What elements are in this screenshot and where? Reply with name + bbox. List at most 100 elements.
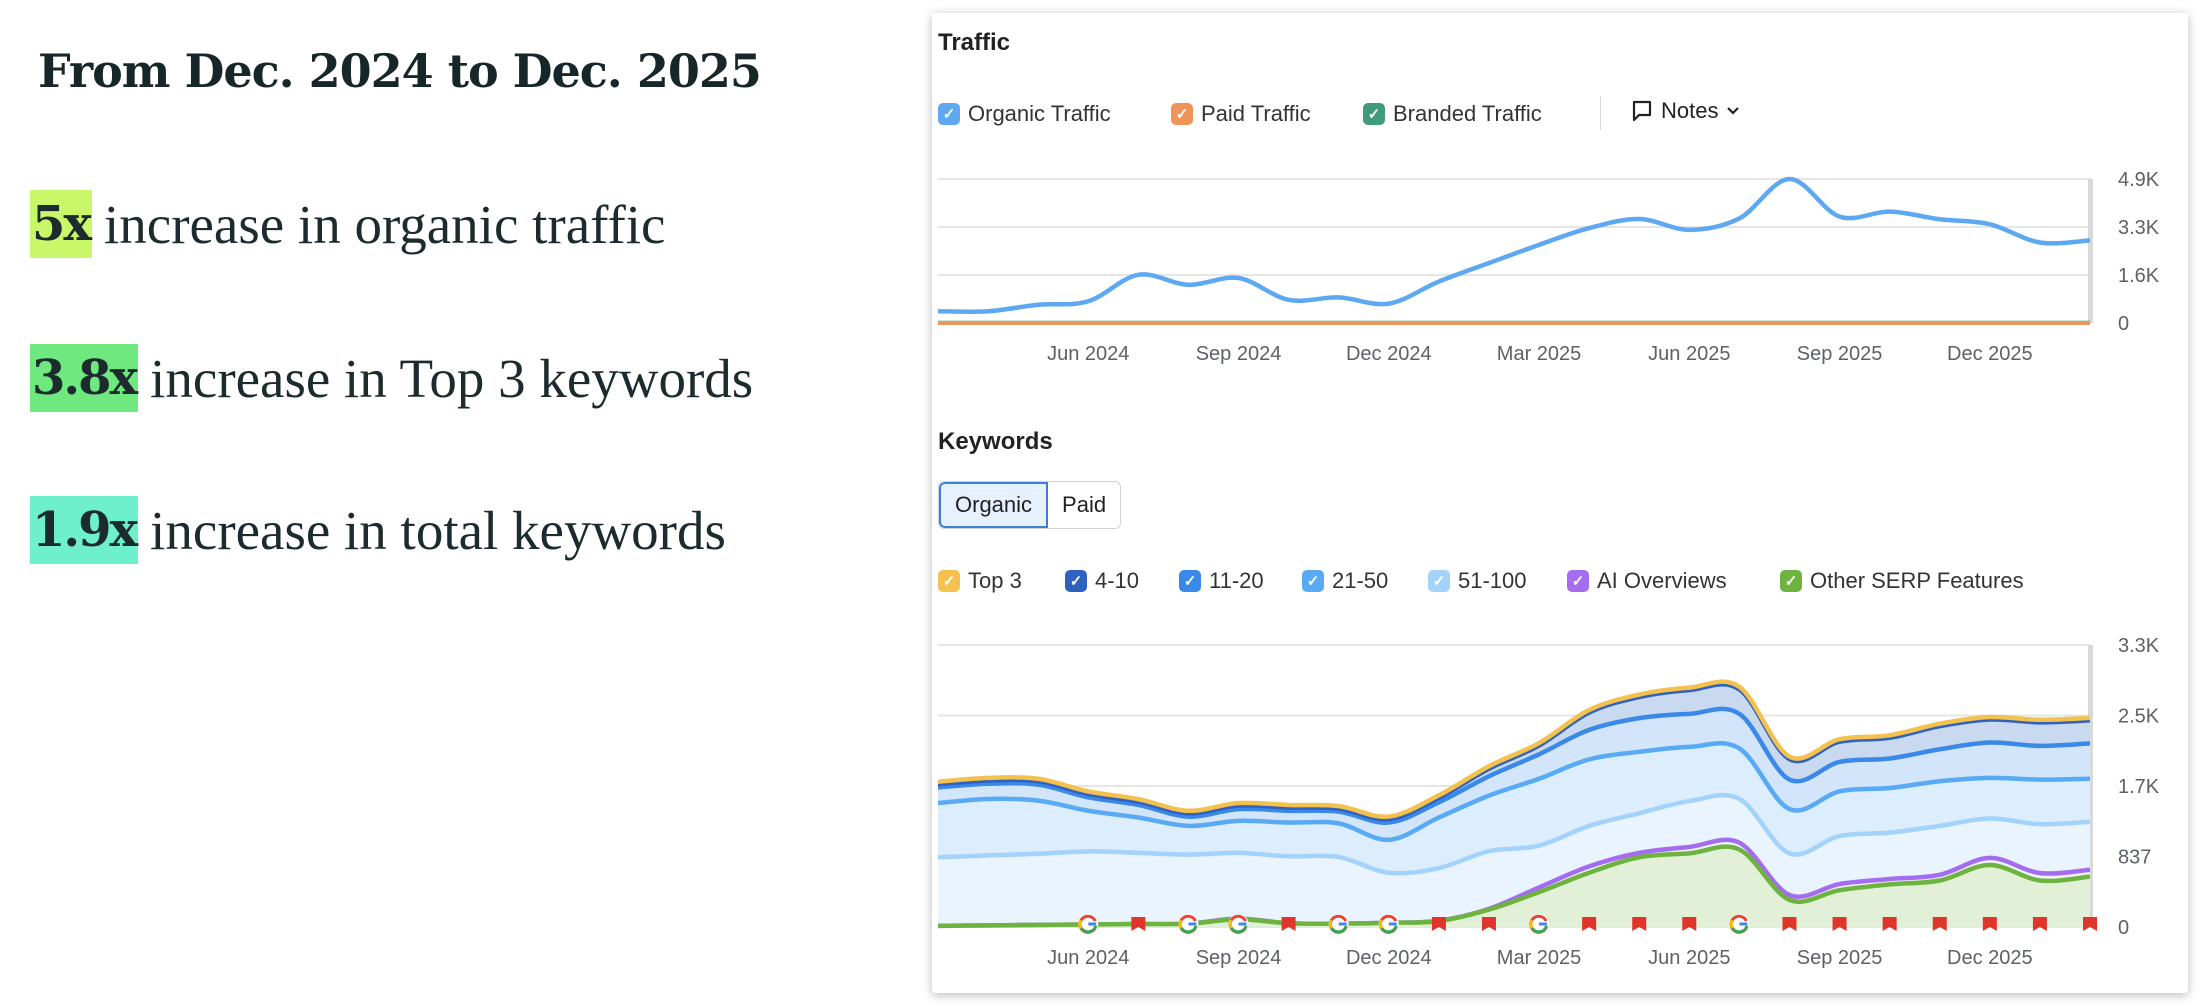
notes-dropdown[interactable]: Notes [1631,98,1740,124]
google-update-icon[interactable] [1078,914,1099,934]
note-flag-icon[interactable] [1882,917,1897,931]
g-arc [1530,925,1548,934]
stat-text: increase in organic traffic [104,193,666,255]
checkbox-checked-icon[interactable]: ✓ [1567,570,1589,592]
flag-shape [1982,917,1997,931]
checkbox-checked-icon[interactable]: ✓ [938,103,960,125]
google-update-icon[interactable] [1178,914,1199,934]
traffic-title: Traffic [938,29,1011,56]
keywords-xtick-label: Sep 2024 [1196,947,1282,969]
g-arc [1228,919,1233,929]
stat-value: 1.9x [30,496,138,564]
checkbox-checked-icon[interactable]: ✓ [1065,570,1087,592]
legend-label: 21-50 [1332,568,1389,593]
g-arc [1330,925,1348,934]
area-band-11-20 [938,708,2090,840]
keywords-xtick-label: Dec 2025 [1947,947,2033,969]
keywords-ytick-label: 2.5K [2118,706,2160,728]
note-flag-icon[interactable] [1982,917,1997,931]
legend-organic-traffic[interactable]: ✓ Organic Traffic [938,101,1111,127]
traffic-ytick-label: 1.6K [2118,265,2160,287]
g-arc [1078,919,1083,929]
legend-label: 11-20 [1209,568,1264,593]
legend-label: Organic Traffic [968,101,1111,126]
legend-label: Top 3 [968,568,1022,593]
notes-label: Notes [1661,98,1719,123]
traffic-right-axis [2088,179,2093,323]
checkbox-checked-icon[interactable]: ✓ [1302,570,1324,592]
keywords-right-axis [2088,645,2093,927]
note-flag-icon[interactable] [1431,917,1446,931]
google-update-icon[interactable] [1328,914,1349,934]
flag-shape [1481,917,1496,931]
checkbox-checked-icon[interactable]: ✓ [1780,570,1802,592]
legend-51-100[interactable]: ✓ 51-100 [1428,568,1527,594]
traffic-ytick-label: 3.3K [2118,217,2160,239]
legend-branded-traffic[interactable]: ✓ Branded Traffic [1363,101,1542,127]
legend-divider [1600,96,1601,130]
note-flag-icon[interactable] [1632,917,1647,931]
legend-top-3[interactable]: ✓ Top 3 [938,568,1022,594]
flag-shape [1882,917,1897,931]
keywords-xtick-label: Dec 2024 [1346,947,1432,969]
google-update-icon[interactable] [1729,914,1750,934]
google-update-icon[interactable] [1228,914,1249,934]
flag-shape [2083,917,2097,931]
legend-label: Paid Traffic [1201,101,1311,126]
g-arc [1178,919,1183,929]
note-flag-icon[interactable] [1832,917,1847,931]
legend-4-10[interactable]: ✓ 4-10 [1065,568,1139,594]
keywords-ytick-label: 3.3K [2118,635,2160,657]
note-flag-icon[interactable] [1481,917,1496,931]
keywords-xtick-label: Sep 2025 [1797,947,1883,969]
keywords-legend: ✓ Top 3 ✓ 4-10 ✓ 11-20 ✓ 21-50 ✓ 51-100 ✓ AI O… [932,566,2024,596]
keywords-xtick-label: Mar 2025 [1497,947,1582,969]
checkbox-checked-icon[interactable]: ✓ [938,570,960,592]
speech-bubble-icon [1632,100,1652,122]
flag-shape [1782,917,1797,931]
keywords-type-toggle: Organic Paid [938,481,1122,529]
keywords-ytick-label: 1.7K [2118,776,2160,798]
checkbox-checked-icon[interactable]: ✓ [1179,570,1201,592]
flag-shape [1281,917,1296,931]
legend-label: AI Overviews [1597,568,1727,593]
checkbox-checked-icon[interactable]: ✓ [1171,103,1193,125]
area-band-4-10 [938,684,2090,823]
legend-21-50[interactable]: ✓ 21-50 [1302,568,1388,594]
note-flag-icon[interactable] [1582,917,1597,931]
note-flag-icon[interactable] [1131,917,1146,931]
g-arc [1328,919,1334,929]
tab-paid[interactable]: Paid [1062,492,1107,517]
g-arc [1230,925,1248,934]
note-flag-icon[interactable] [1782,917,1797,931]
keywords-xtick-label: Jun 2024 [1047,947,1129,969]
traffic-xtick-label: Sep 2024 [1196,343,1282,365]
flag-shape [1682,917,1697,931]
traffic-xtick-label: Sep 2025 [1797,343,1883,365]
flag-shape [1932,917,1947,931]
note-flag-icon[interactable] [1682,917,1697,931]
keywords-xtick-label: Jun 2025 [1648,947,1730,969]
series-line-21-50 [937,741,2091,843]
note-flag-icon[interactable] [2083,917,2097,931]
legend-11-20[interactable]: ✓ 11-20 [1179,568,1264,594]
series-line-top-3 [937,679,2091,819]
checkbox-checked-icon[interactable]: ✓ [1428,570,1450,592]
note-flag-icon[interactable] [2032,917,2047,931]
area-other-serp-features [938,846,2090,927]
google-update-icon[interactable] [1378,914,1399,934]
checkbox-checked-icon[interactable]: ✓ [1363,103,1385,125]
traffic-ytick-label: 0 [2118,313,2129,335]
google-update-icon[interactable] [1529,914,1550,934]
note-flag-icon[interactable] [1932,917,1947,931]
tab-organic[interactable]: Organic [939,482,1049,528]
note-flag-icon[interactable] [1281,917,1296,931]
flag-shape [1131,917,1146,931]
legend-other-serp-features[interactable]: ✓ Other SERP Features [1780,568,2024,594]
legend-ai-overviews[interactable]: ✓ AI Overviews [1567,568,1727,594]
stat-value: 3.8x [30,344,138,412]
traffic-legend: ✓ Organic Traffic ✓ Paid Traffic ✓ Brand… [932,99,1732,129]
legend-paid-traffic[interactable]: ✓ Paid Traffic [1171,101,1311,127]
stat-value: 5x [30,190,92,258]
